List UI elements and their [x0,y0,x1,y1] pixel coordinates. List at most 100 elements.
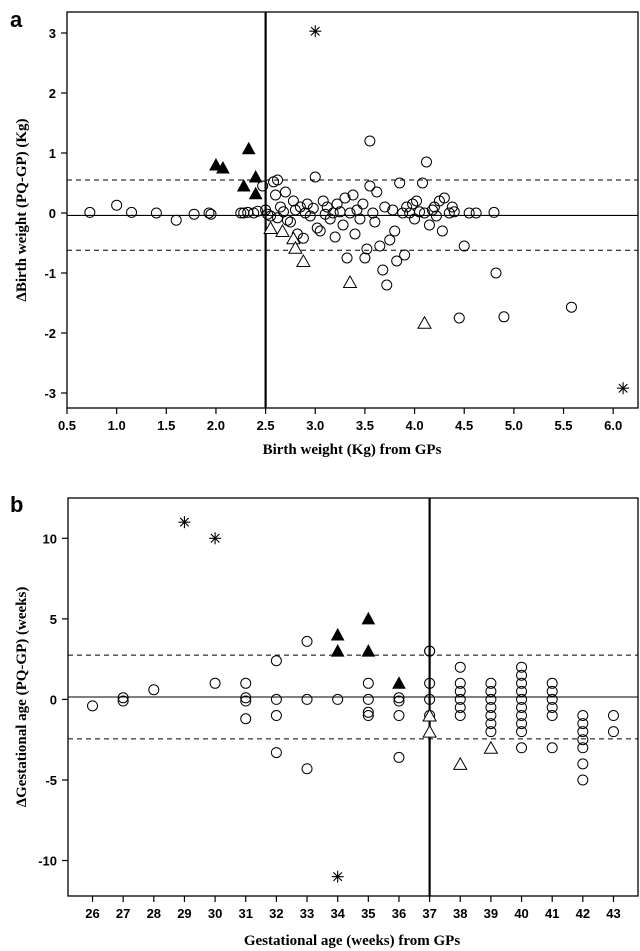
data-point-open-triangle [295,253,311,267]
data-point-open-circle [314,225,326,237]
data-point-open-circle [344,207,356,219]
data-point-open-circle [438,192,450,204]
data-point-open-circle [84,206,96,218]
data-point-open-circle [607,726,619,738]
x-tick-label: 0.5 [58,418,76,433]
data-point-open-circle [424,693,436,705]
data-point-open-circle [270,710,282,722]
data-point-open-circle [485,677,497,689]
data-point-asterisk [309,25,322,38]
data-point-open-circle [324,213,336,225]
data-point-open-circle [490,267,502,279]
data-point-open-triangle [422,724,437,738]
data-point-open-circle [516,726,528,738]
data-point-open-circle [381,279,393,291]
data-point-filled-triangle [330,627,345,641]
y-tick-label: 1 [49,146,56,161]
panel-a-x-axis: 0.5 1.0 1.5 2.0 2.5 3.0 3.5 4.0 4.5 5.0 5.5 6.0 [58,408,622,433]
panel-a-y-axis: -3 -2 -1 0 1 2 3 [44,26,67,401]
data-point-filled-triangle [361,644,376,657]
data-point-open-circle [448,206,460,218]
data-point-open-circle [252,205,264,217]
data-point-open-circle [424,645,436,657]
data-point-open-circle [577,742,589,754]
data-point-open-triangle [286,231,301,245]
y-tick-label: 10 [43,531,57,546]
x-tick-label: 5.5 [554,418,572,433]
data-point-open-circle [423,219,435,231]
data-point-open-circle [203,207,215,219]
data-point-open-circle [387,204,399,216]
data-point-open-circle [565,301,577,313]
x-tick-label: 36 [392,906,406,921]
data-point-open-circle [426,204,438,216]
data-point-filled-triangle [236,178,251,192]
x-tick-label: 5.0 [505,418,523,433]
data-point-open-circle [188,208,200,220]
data-point-open-circle [470,207,482,219]
data-point-open-circle [301,198,313,210]
data-point-open-circle [428,201,440,213]
data-point-open-circle [240,713,252,725]
data-point-open-circle [377,264,389,276]
data-point-open-circle [454,677,466,689]
data-point-open-circle [354,213,366,225]
data-point-open-circle [516,685,528,697]
data-point-open-circle [516,677,528,689]
data-point-open-circle [430,210,442,222]
data-point-open-circle [304,210,316,222]
data-point-open-circle [485,685,497,697]
y-tick-label: -1 [44,266,56,281]
data-point-open-circle [393,710,405,722]
data-point-open-circle [453,312,465,324]
data-point-open-circle [485,726,497,738]
data-point-open-circle [577,734,589,746]
panel-a-data-points [84,25,630,395]
data-point-open-circle [117,695,129,707]
data-point-open-circle [516,742,528,754]
data-point-open-circle [446,201,458,213]
data-point-open-circle [332,693,344,705]
data-point-filled-triangle [216,160,230,174]
x-tick-label: 26 [85,906,99,921]
data-point-open-circle [287,195,299,207]
x-tick-label: 37 [422,906,436,921]
data-point-open-circle [362,706,374,718]
panel-b-reference-lines [68,498,638,896]
data-point-open-circle [150,207,162,219]
data-point-open-circle [546,742,558,754]
x-tick-label: 43 [606,906,620,921]
x-tick-label: 3.5 [356,418,374,433]
data-point-open-circle [361,243,373,255]
x-tick-label: 41 [545,906,559,921]
x-tick-label: 3.0 [306,418,324,433]
data-point-open-circle [327,207,339,219]
data-point-open-circle [170,214,182,226]
data-point-open-circle [337,219,349,231]
y-tick-label: 0 [49,206,56,221]
data-point-open-circle [284,216,296,228]
data-point-open-circle [577,718,589,730]
y-tick-label: -10 [38,854,57,869]
data-point-open-circle [516,718,528,730]
data-point-open-triangle [452,756,468,770]
data-point-open-circle [111,199,123,211]
data-point-open-circle [279,186,291,198]
data-point-open-triangle [342,274,358,288]
data-point-open-circle [394,177,406,189]
data-point-open-circle [317,195,329,207]
x-tick-label: 30 [208,906,222,921]
data-point-open-circle [270,747,282,759]
data-point-open-circle [235,207,247,219]
data-point-open-circle [393,695,405,707]
data-point-open-circle [362,677,374,689]
data-point-open-circle [443,207,455,219]
data-point-open-circle [516,693,528,705]
data-point-open-circle [577,774,589,786]
data-point-asterisk [178,516,191,529]
x-tick-label: 4.5 [455,418,473,433]
x-tick-label: 31 [239,906,253,921]
data-point-open-circle [420,156,432,168]
panel-b: b 26 27 28 29 30 31 32 33 34 35 36 37 38 39 40 41 42 43 -… [10,492,639,949]
